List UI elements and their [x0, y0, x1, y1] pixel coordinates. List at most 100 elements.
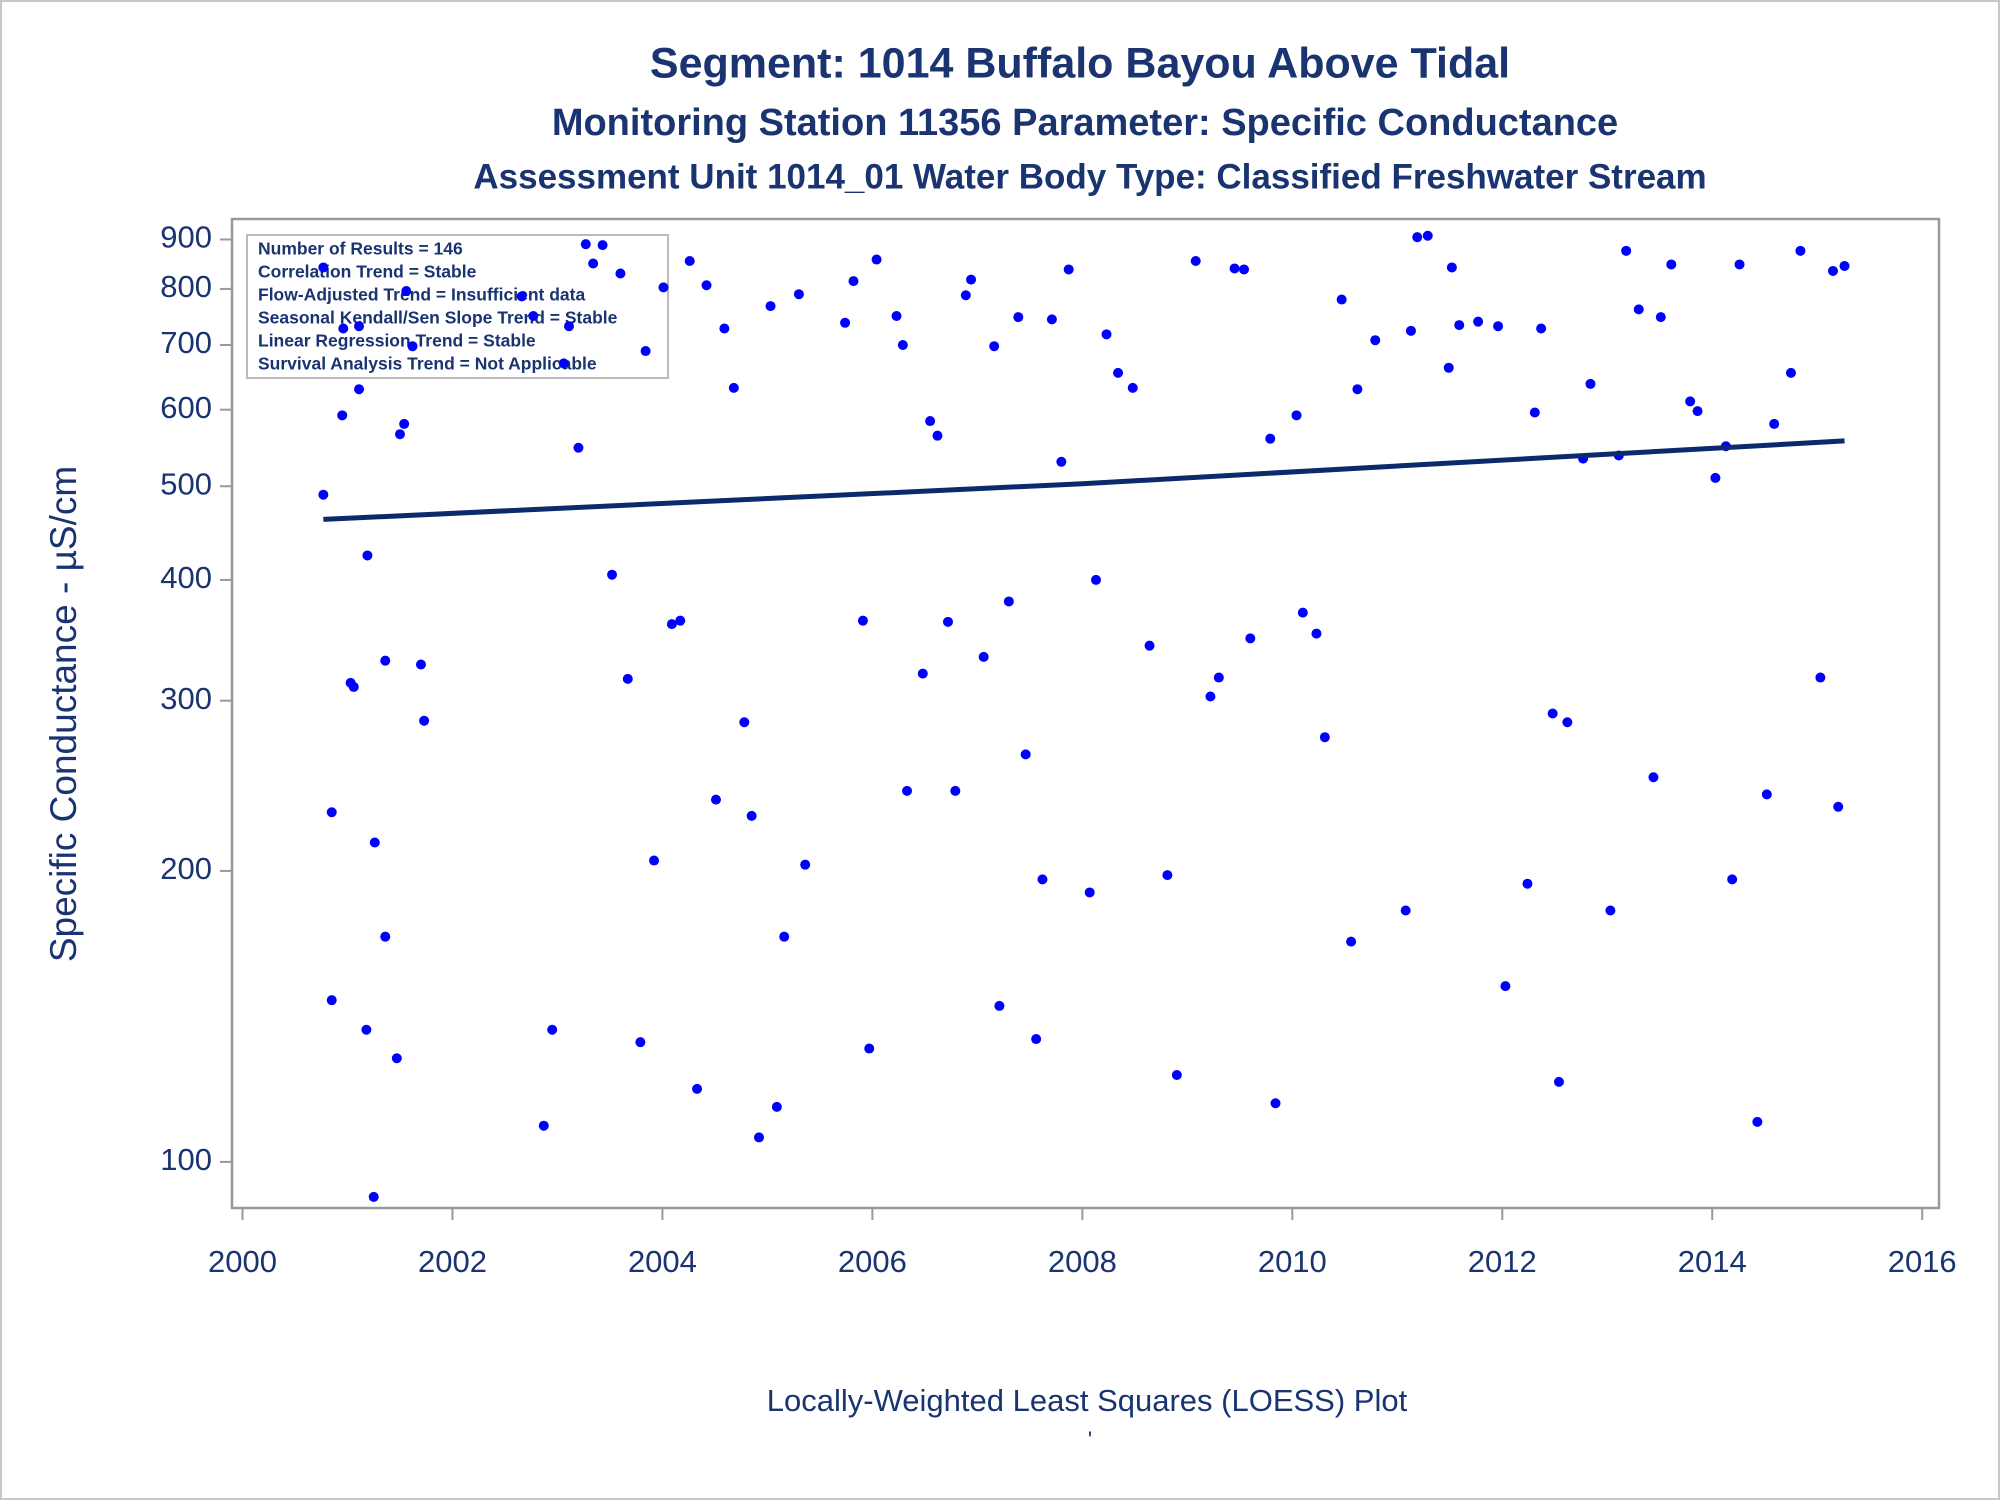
data-point: [547, 1024, 558, 1035]
y-tick-label: 800: [160, 269, 212, 304]
chart-subtitle: Assessment Unit 1014_01 Water Body Type:…: [473, 157, 1706, 196]
info-text: Number of Results = 146: [258, 239, 463, 259]
data-point: [1769, 418, 1780, 429]
data-point: [1400, 905, 1411, 916]
data-point: [1605, 905, 1616, 916]
data-point: [1655, 312, 1666, 323]
data-point: [1336, 294, 1347, 305]
y-tick-label: 200: [160, 851, 212, 886]
data-point: [1046, 314, 1057, 325]
data-point: [1734, 259, 1745, 270]
data-point: [326, 995, 337, 1006]
data-point: [1473, 316, 1484, 327]
data-point: [966, 274, 977, 285]
data-point: [950, 785, 961, 796]
data-point: [1785, 367, 1796, 378]
data-point: [1633, 304, 1644, 315]
data-point: [615, 268, 626, 279]
data-point: [754, 1132, 765, 1143]
footnote: Locally-Weighted Least Squares (LOESS) P…: [767, 1383, 1408, 1418]
data-point: [338, 323, 349, 334]
data-point: [1666, 259, 1677, 270]
x-tick-label: 2012: [1468, 1244, 1537, 1279]
data-point: [1213, 672, 1224, 683]
data-point: [1013, 312, 1024, 323]
y-tick-label: 500: [160, 466, 212, 501]
data-point: [960, 290, 971, 301]
x-tick-label: 2016: [1888, 1244, 1957, 1279]
data-point: [1443, 362, 1454, 373]
data-point: [361, 1024, 372, 1035]
data-point: [989, 341, 1000, 352]
data-point: [348, 681, 359, 692]
data-point: [1239, 264, 1250, 275]
data-point: [1522, 878, 1533, 889]
data-point: [684, 256, 695, 267]
data-point: [666, 619, 677, 630]
data-point: [1536, 323, 1547, 334]
data-point: [1190, 256, 1201, 267]
data-point: [1090, 574, 1101, 585]
data-point: [419, 715, 430, 726]
footnote-mark: ': [1088, 1427, 1092, 1452]
data-point: [528, 311, 539, 322]
data-point: [1245, 633, 1256, 644]
data-point: [558, 358, 569, 369]
y-tick-label: 300: [160, 681, 212, 716]
x-tick-label: 2006: [838, 1244, 907, 1279]
data-point: [380, 655, 391, 666]
data-point: [1547, 708, 1558, 719]
data-point: [1454, 320, 1465, 331]
data-point: [318, 489, 329, 500]
data-point: [871, 254, 882, 265]
data-point: [840, 317, 851, 328]
data-point: [1833, 801, 1844, 812]
data-point: [1685, 396, 1696, 407]
data-point: [771, 1101, 782, 1112]
data-point: [857, 615, 868, 626]
x-tick-label: 2004: [628, 1244, 697, 1279]
x-tick-label: 2000: [208, 1244, 277, 1279]
data-point: [1319, 732, 1330, 743]
data-point: [1265, 433, 1276, 444]
data-point: [1144, 640, 1155, 651]
info-box: [246, 234, 669, 379]
data-point: [848, 276, 859, 287]
data-point: [1529, 407, 1540, 418]
data-point: [925, 416, 936, 427]
data-point: [1031, 1034, 1042, 1045]
info-text: Flow-Adjusted Trend = Insufficient data: [258, 285, 585, 305]
data-point: [917, 668, 928, 679]
data-point: [354, 384, 365, 395]
data-point: [1648, 772, 1659, 783]
data-point: [942, 616, 953, 627]
y-tick-label: 400: [160, 560, 212, 595]
data-point: [1500, 981, 1511, 992]
data-point: [1795, 245, 1806, 256]
x-tick-label: 2002: [418, 1244, 487, 1279]
data-point: [1205, 691, 1216, 702]
data-point: [407, 341, 418, 352]
data-point: [607, 569, 618, 580]
data-point: [897, 339, 908, 350]
trend-line: [323, 438, 1845, 522]
data-point: [622, 673, 633, 684]
data-point: [1405, 325, 1416, 336]
data-point: [640, 346, 651, 357]
data-point: [1727, 874, 1738, 885]
data-point: [891, 311, 902, 322]
data-point: [1692, 406, 1703, 417]
data-point: [1815, 672, 1826, 683]
data-point: [635, 1037, 646, 1048]
data-point: [1710, 472, 1721, 483]
data-point: [1162, 870, 1173, 881]
data-point: [368, 1191, 379, 1202]
data-point: [658, 282, 669, 293]
data-point: [380, 931, 391, 942]
data-point: [516, 291, 527, 302]
data-point: [779, 931, 790, 942]
y-tick-label: 600: [160, 390, 212, 425]
data-point: [1752, 1116, 1763, 1127]
data-point: [1370, 335, 1381, 346]
data-point: [1084, 887, 1095, 898]
